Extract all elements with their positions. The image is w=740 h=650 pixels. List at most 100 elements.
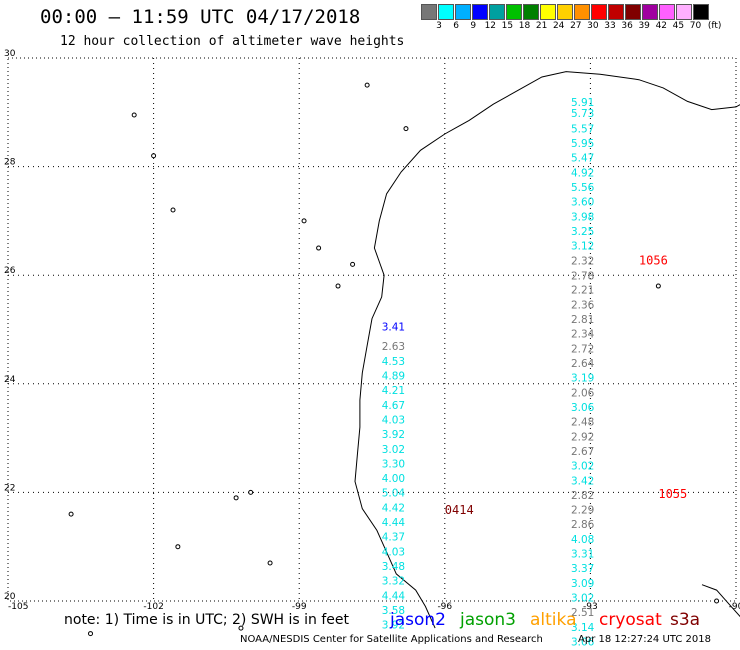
inland-water-body [350, 261, 356, 267]
color-legend-tick: 45 [672, 21, 685, 31]
footer-legend: note: 1) Time is in UTC; 2) SWH is in fe… [0, 610, 740, 634]
color-legend-tick: 24 [552, 21, 565, 31]
wave-height-value: 4.53 [382, 356, 405, 368]
color-swatch [472, 4, 488, 20]
pass-number-label: 0414 [445, 503, 474, 517]
wave-height-value: 4.37 [382, 532, 405, 544]
color-swatch [489, 4, 505, 20]
inland-water-body [238, 625, 244, 631]
color-swatch [557, 4, 573, 20]
wave-height-value: 3.92 [382, 429, 405, 441]
wave-height-value: 5.91 [571, 97, 594, 109]
latitude-label: 26 [4, 266, 16, 276]
wave-height-value: 2.81 [571, 314, 594, 326]
wave-height-value: 5.56 [571, 182, 595, 194]
longitude-label: -105 [8, 602, 28, 612]
map-axis-labels: 30 28 26 24 22 20-105 -102 -99 -96 -93 -90 [4, 49, 740, 612]
wave-height-value: 5.95 [571, 138, 594, 150]
wave-height-value: 4.44 [382, 517, 406, 529]
longitude-label: -93 [583, 602, 598, 612]
wave-height-value: 4.08 [571, 534, 594, 546]
wave-height-value: 2.92 [571, 431, 594, 443]
wave-height-value: 2.48 [571, 417, 594, 429]
color-legend-tick: 42 [655, 21, 668, 31]
longitude-label: -96 [437, 602, 452, 612]
wave-height-value: 3.92 [382, 620, 405, 632]
satellite-legend-item: jason3 [460, 610, 516, 630]
wave-height-value: 2.63 [382, 341, 405, 353]
wave-height-value: 3.60 [571, 197, 594, 209]
wave-height-value: 3.41 [382, 322, 405, 334]
wave-height-value: 3.48 [382, 561, 405, 573]
inland-water-body [655, 283, 661, 289]
wave-height-value: 2.06 [571, 387, 595, 399]
wave-height-value: 3.42 [571, 475, 594, 487]
color-swatch [540, 4, 556, 20]
color-swatch [506, 4, 522, 20]
wave-height-value: 2.86 [571, 519, 595, 531]
wave-height-observations: 5.915.73 5.57 5.95 5.47 4.92 5.56 3.60 3.98 3.25… [382, 97, 595, 649]
wave-height-value: 2.29 [571, 505, 594, 517]
satellite-legend-item: altika [530, 610, 577, 630]
inland-water-body [131, 112, 137, 118]
wave-height-value: 3.06 [571, 402, 595, 414]
inland-water-body [364, 82, 370, 88]
inland-water-body [88, 631, 94, 637]
color-swatch [693, 4, 709, 20]
inland-water-body [233, 495, 239, 501]
wave-height-value: 3.25 [571, 226, 594, 238]
wave-height-value: 3.37 [571, 563, 594, 575]
wave-height-value: 2.72 [571, 343, 594, 355]
wave-height-value: 3.31 [571, 549, 594, 561]
color-swatch [591, 4, 607, 20]
longitude-label: -99 [292, 602, 307, 612]
color-swatch [421, 4, 437, 20]
wave-height-value: 3.58 [382, 605, 405, 617]
inland-water-body [714, 598, 720, 604]
color-legend-tick: 30 [587, 21, 599, 31]
color-swatch [625, 4, 641, 20]
wave-height-value: 4.44 [382, 590, 406, 602]
yucatan-coastline [701, 584, 740, 618]
wave-height-value: 4.21 [382, 385, 405, 397]
wave-height-value: 3.30 [382, 458, 405, 470]
color-legend-tick: 27 [570, 21, 582, 31]
wave-height-value: 2.51 [571, 607, 594, 619]
wave-height-value: 5.04 [382, 488, 406, 500]
wave-height-value: 2.82 [571, 490, 594, 502]
wave-height-value: 3.06 [571, 637, 595, 649]
wave-height-value: 2.78 [571, 271, 594, 283]
pass-number-label: 1056 [639, 253, 668, 267]
color-swatch [642, 4, 658, 20]
wave-height-value: 3.02 [382, 444, 405, 456]
satellite-legend-item: s3a [670, 610, 701, 630]
wave-height-value: 4.03 [382, 414, 405, 426]
latitude-label: 30 [4, 49, 16, 59]
wave-height-value: 3.14 [571, 622, 595, 634]
color-swatch [438, 4, 454, 20]
pass-number-label: 1055 [658, 487, 687, 501]
latitude-label: 28 [4, 158, 16, 168]
inland-water-body [403, 126, 409, 132]
timestamp: Apr 18 12:27:24 UTC 2018 [578, 634, 711, 645]
inland-water-body [151, 153, 157, 159]
satellite-legend-item: jason2 [390, 610, 446, 630]
wave-height-value: 5.47 [571, 153, 594, 165]
satellite-legend-item: cryosat [599, 610, 662, 630]
color-legend-labels: 3 6 9 12 15 18 21 24 27 30 33 36 39 42 45 70 (ft) [421, 21, 740, 35]
color-swatch [523, 4, 539, 20]
color-legend-tick: 6 [453, 21, 459, 31]
wave-height-value: 2.21 [571, 285, 594, 297]
latitude-label: 24 [4, 375, 16, 385]
wave-height-value: 5.73 [571, 108, 594, 120]
footer-note: note: 1) Time is in UTC; 2) SWH is in fe… [64, 612, 350, 628]
inland-water-body [316, 245, 322, 251]
color-legend [421, 4, 710, 20]
inland-water-body [335, 283, 341, 289]
color-legend-tick: 33 [604, 21, 616, 31]
longitude-label: -90 [729, 602, 740, 612]
color-swatch [574, 4, 590, 20]
wave-height-value: 4.00 [382, 473, 405, 485]
color-swatch [676, 4, 692, 20]
